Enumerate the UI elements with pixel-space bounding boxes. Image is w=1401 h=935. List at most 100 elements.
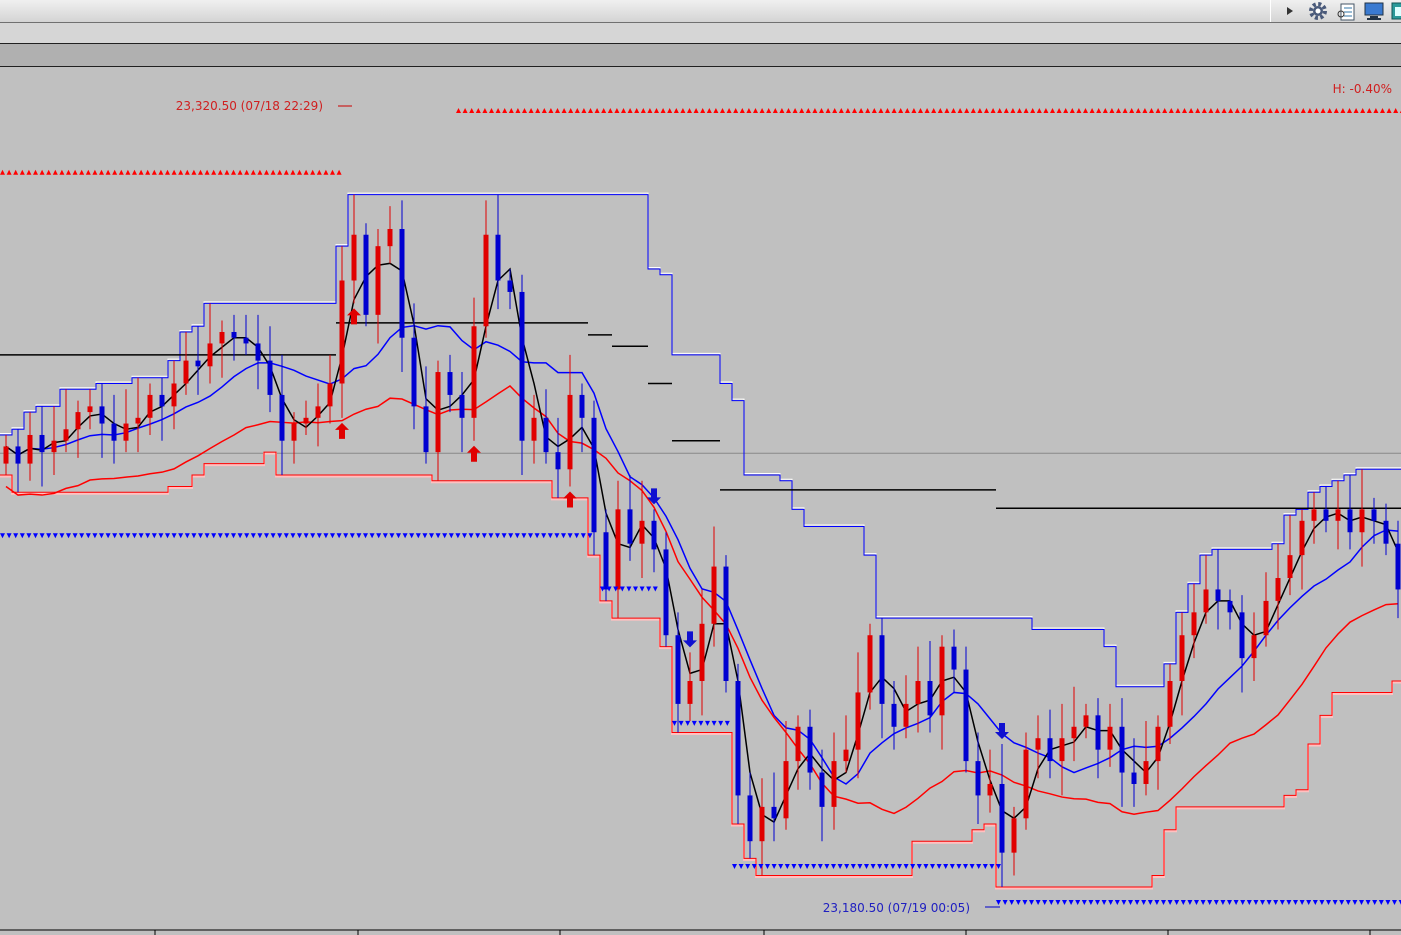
document-list-icon[interactable] [1335, 1, 1357, 21]
gear-icon[interactable] [1307, 1, 1329, 21]
support-marker [514, 533, 520, 539]
resistance-marker [508, 108, 514, 114]
support-marker [923, 863, 929, 869]
resistance-marker [1386, 108, 1392, 114]
support-marker [178, 533, 184, 539]
support-marker [547, 533, 553, 539]
candle-body [987, 783, 993, 796]
support-marker [1187, 899, 1193, 905]
candle-body [1023, 749, 1029, 819]
resistance-marker [799, 108, 805, 114]
resistance-marker [1188, 108, 1194, 114]
support-marker [870, 863, 876, 869]
support-marker [369, 533, 375, 539]
sell-arrow-icon [683, 631, 697, 648]
resistance-marker [964, 108, 970, 114]
support-marker [1180, 899, 1186, 905]
resistance-marker [574, 108, 580, 114]
candle-body [303, 417, 309, 424]
support-marker [850, 863, 856, 869]
candle-body [159, 394, 165, 407]
support-marker [376, 533, 382, 539]
support-marker [541, 533, 547, 539]
support-marker [198, 533, 203, 539]
resistance-marker [1102, 108, 1108, 114]
support-marker [672, 720, 677, 726]
support-marker [639, 586, 645, 592]
support-marker [751, 863, 757, 869]
support-marker [1022, 899, 1028, 905]
support-marker [99, 533, 104, 539]
resistance-marker [858, 108, 864, 114]
candle-body [1191, 612, 1197, 636]
support-marker [678, 720, 684, 726]
candle-body [1383, 520, 1389, 544]
support-marker [1068, 899, 1074, 905]
support-marker [495, 533, 500, 539]
support-marker [996, 899, 1001, 905]
candle-body [123, 423, 129, 441]
lower-channel-line [0, 451, 1401, 888]
support-marker [1352, 899, 1358, 905]
buy-arrow-icon [467, 445, 481, 462]
support-marker [356, 533, 362, 539]
candle-body [1155, 726, 1161, 762]
resistance-marker [1241, 108, 1247, 114]
resistance-marker [621, 108, 626, 114]
support-marker [1200, 899, 1206, 905]
support-marker [778, 863, 784, 869]
resistance-marker [673, 108, 679, 114]
support-marker [996, 863, 1001, 869]
candle-body [39, 434, 45, 453]
resistance-marker [832, 108, 838, 114]
resistance-marker [270, 169, 276, 175]
support-marker [250, 533, 256, 539]
resistance-marker [1195, 108, 1201, 114]
support-marker [59, 533, 65, 539]
resistance-marker [502, 108, 508, 114]
window-icon[interactable] [1391, 1, 1401, 21]
support-marker [277, 533, 283, 539]
tab-strip [0, 23, 1401, 44]
resistance-marker [250, 169, 256, 175]
resistance-marker [171, 169, 177, 175]
support-marker [125, 533, 131, 539]
monitor-icon[interactable] [1363, 1, 1385, 21]
candle-body [1323, 509, 1329, 521]
support-marker [963, 863, 968, 869]
candle-body [1119, 726, 1125, 773]
support-marker [784, 863, 790, 869]
resistance-marker [469, 108, 475, 114]
resistance-marker [132, 169, 137, 175]
support-marker [1128, 899, 1133, 905]
resistance-marker [1380, 108, 1385, 114]
support-marker [738, 863, 744, 869]
resistance-marker [1294, 108, 1300, 114]
support-marker [1048, 899, 1054, 905]
candle-body [651, 520, 657, 550]
support-marker [1009, 899, 1015, 905]
support-marker [382, 533, 388, 539]
resistance-marker [1056, 108, 1062, 114]
resistance-marker [937, 108, 943, 114]
support-marker [824, 863, 830, 869]
candle-body [891, 703, 897, 727]
resistance-marker [990, 108, 996, 114]
resistance-marker [257, 169, 263, 175]
support-marker [224, 533, 230, 539]
resistance-marker [1162, 108, 1168, 114]
support-marker [791, 863, 797, 869]
support-marker [1240, 899, 1246, 905]
candle-body [747, 795, 753, 842]
support-marker [92, 533, 98, 539]
support-marker [66, 533, 71, 539]
resistance-marker [1234, 108, 1240, 114]
play-arrow-icon[interactable] [1279, 1, 1301, 21]
resistance-marker [1036, 108, 1042, 114]
support-marker [336, 533, 342, 539]
support-marker [1227, 899, 1232, 905]
support-marker [1326, 899, 1331, 905]
resistance-marker [660, 108, 666, 114]
resistance-marker [1149, 108, 1154, 114]
resistance-marker [607, 108, 613, 114]
